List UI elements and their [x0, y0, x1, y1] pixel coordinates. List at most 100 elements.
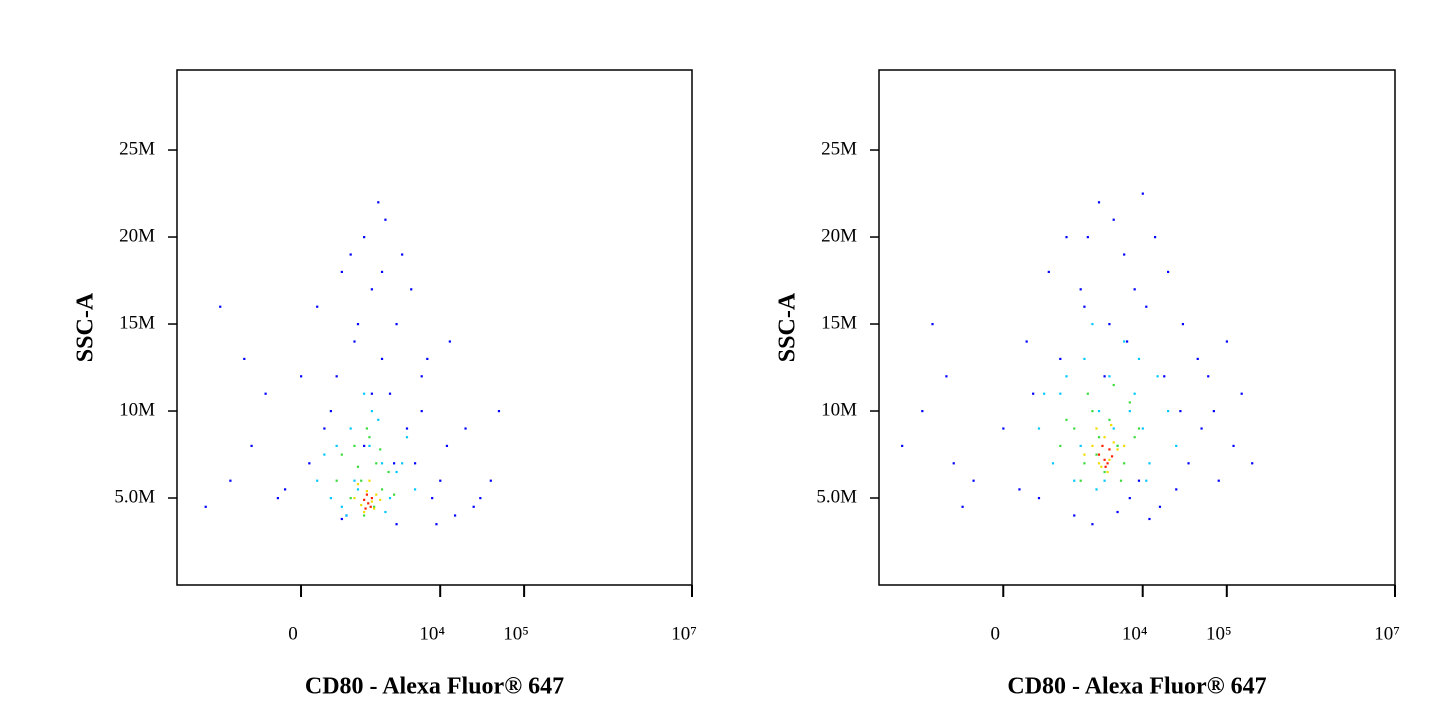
point — [1097, 410, 1101, 413]
point — [388, 497, 392, 500]
point — [1103, 479, 1106, 482]
point — [413, 488, 417, 491]
point — [1106, 462, 1109, 465]
point — [363, 444, 366, 448]
point — [229, 479, 232, 482]
point — [335, 375, 338, 378]
point — [1133, 436, 1136, 439]
point — [340, 270, 343, 274]
point — [1083, 305, 1086, 308]
point — [1065, 418, 1068, 421]
point — [1153, 236, 1157, 239]
point — [952, 462, 955, 465]
point — [356, 465, 360, 468]
point — [1110, 455, 1114, 458]
point — [356, 483, 360, 486]
point — [439, 479, 442, 482]
point — [1133, 392, 1136, 395]
y-tick-label: 20M — [119, 225, 155, 246]
y-axis-title: SSC-A — [775, 292, 801, 362]
point — [370, 500, 373, 503]
point — [1217, 479, 1220, 482]
point — [1119, 479, 1123, 482]
point — [401, 253, 404, 256]
point — [1196, 357, 1199, 361]
point — [1112, 383, 1115, 387]
point — [388, 392, 392, 395]
point — [1103, 458, 1106, 461]
point — [370, 288, 373, 291]
point — [1097, 436, 1101, 439]
point — [340, 453, 343, 456]
point — [961, 505, 964, 508]
point — [1141, 427, 1144, 430]
point — [375, 493, 378, 496]
y-tick-label: 15M — [119, 312, 155, 333]
plot-frame — [878, 69, 1396, 586]
point — [945, 375, 948, 378]
y-tick-label: 25M — [821, 138, 857, 159]
point — [1032, 392, 1035, 395]
point — [1104, 465, 1107, 468]
point — [367, 502, 370, 505]
point — [353, 497, 356, 500]
point — [370, 497, 373, 500]
point — [392, 462, 396, 465]
point — [1103, 375, 1106, 378]
point — [300, 375, 303, 378]
point — [370, 410, 373, 413]
point — [445, 444, 449, 448]
point — [1097, 462, 1101, 465]
point — [1091, 323, 1094, 326]
point — [401, 462, 404, 465]
point — [1091, 523, 1094, 526]
point — [1207, 375, 1210, 378]
point — [1051, 462, 1055, 465]
point — [365, 493, 368, 496]
point — [380, 270, 384, 274]
point — [1037, 497, 1041, 500]
point — [1083, 453, 1086, 456]
point — [1133, 288, 1136, 291]
x-axis-title: CD80 - Alexa Fluor® 647 — [1007, 674, 1266, 700]
point — [1095, 453, 1098, 456]
point — [1091, 444, 1094, 448]
point — [384, 510, 387, 514]
x-tick-label: 0 — [288, 623, 298, 644]
point — [1148, 517, 1151, 521]
point — [375, 462, 378, 465]
point — [410, 288, 413, 291]
point — [377, 201, 380, 204]
point — [1025, 340, 1028, 343]
point — [384, 218, 387, 221]
y-tick-label: 15M — [821, 312, 857, 333]
point — [379, 498, 382, 501]
point — [1065, 236, 1068, 239]
point — [1047, 270, 1050, 274]
point — [1175, 444, 1178, 448]
x-tick-label: 10⁵ — [503, 623, 529, 644]
point — [377, 418, 380, 421]
point — [1137, 357, 1141, 361]
point — [353, 444, 356, 448]
point — [1200, 427, 1203, 430]
y-tick-label: 25M — [119, 138, 155, 159]
point — [453, 514, 457, 517]
point — [435, 523, 438, 526]
point — [1158, 505, 1162, 508]
point — [1112, 427, 1115, 430]
point — [353, 340, 356, 343]
point — [323, 453, 326, 456]
point — [363, 236, 366, 239]
point — [349, 497, 352, 500]
point — [1043, 392, 1046, 395]
point — [349, 427, 352, 430]
point — [345, 514, 348, 517]
x-tick-label: 10⁴ — [1122, 623, 1148, 644]
point — [1083, 462, 1086, 465]
point — [464, 427, 467, 430]
point — [479, 497, 482, 500]
point — [1116, 444, 1119, 448]
point — [1123, 340, 1126, 343]
